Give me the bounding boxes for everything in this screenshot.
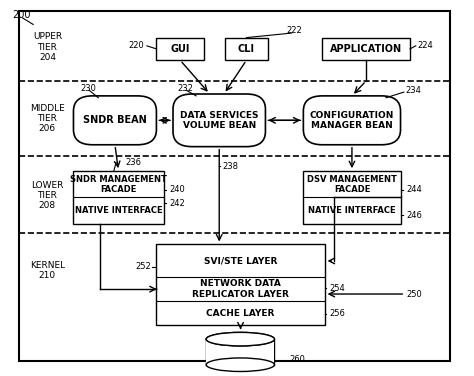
Text: 232: 232 [178,84,193,93]
FancyBboxPatch shape [73,96,156,145]
Text: 250: 250 [407,290,422,299]
Text: NATIVE INTERFACE: NATIVE INTERFACE [308,206,396,215]
FancyBboxPatch shape [19,11,450,361]
Text: 246: 246 [407,211,422,220]
Text: 260: 260 [289,355,305,364]
Text: GUI: GUI [171,44,190,54]
Text: CLI: CLI [238,44,255,54]
Text: DSV MANAGEMENT
FACADE: DSV MANAGEMENT FACADE [307,174,397,194]
Text: 224: 224 [417,41,433,50]
Text: CACHE LAYER: CACHE LAYER [206,309,275,317]
Text: CONFIGURATION
MANAGER BEAN: CONFIGURATION MANAGER BEAN [310,111,394,130]
Ellipse shape [206,332,274,346]
FancyBboxPatch shape [156,244,325,325]
Text: UPPER
TIER
204: UPPER TIER 204 [33,32,62,62]
Text: SNDR MANAGEMENT
FACADE: SNDR MANAGEMENT FACADE [70,174,167,194]
Text: 230: 230 [81,84,96,93]
FancyBboxPatch shape [206,339,274,365]
Text: 242: 242 [170,199,185,208]
Text: 256: 256 [329,309,345,318]
Text: KERNEL
210: KERNEL 210 [30,261,65,280]
Ellipse shape [206,358,274,371]
Text: APPLICATION: APPLICATION [330,44,402,54]
Text: SVI/STE LAYER: SVI/STE LAYER [204,256,277,265]
Text: 234: 234 [405,86,421,95]
Text: 238: 238 [223,162,239,171]
Text: DATA SERVICES
VOLUME BEAN: DATA SERVICES VOLUME BEAN [180,111,258,130]
Text: NATIVE INTERFACE: NATIVE INTERFACE [75,206,162,215]
FancyBboxPatch shape [322,38,410,60]
Text: 254: 254 [329,284,345,293]
FancyBboxPatch shape [303,96,401,145]
Text: LOWER
TIER
208: LOWER TIER 208 [31,180,64,211]
FancyBboxPatch shape [156,38,204,60]
Text: SNDR BEAN: SNDR BEAN [83,115,147,125]
Text: 240: 240 [170,185,185,194]
Text: 222: 222 [286,26,302,35]
Text: 252: 252 [135,262,151,271]
Text: NETWORK DATA
REPLICATOR LAYER: NETWORK DATA REPLICATOR LAYER [192,279,289,299]
FancyBboxPatch shape [303,171,401,224]
Ellipse shape [206,332,274,346]
FancyBboxPatch shape [73,171,164,224]
Text: 200: 200 [12,10,30,20]
Text: 244: 244 [407,185,422,194]
FancyBboxPatch shape [225,38,268,60]
FancyBboxPatch shape [173,94,265,147]
Text: MIDDLE
TIER
206: MIDDLE TIER 206 [30,103,65,133]
Text: 220: 220 [129,41,145,50]
Text: 236: 236 [126,158,142,167]
